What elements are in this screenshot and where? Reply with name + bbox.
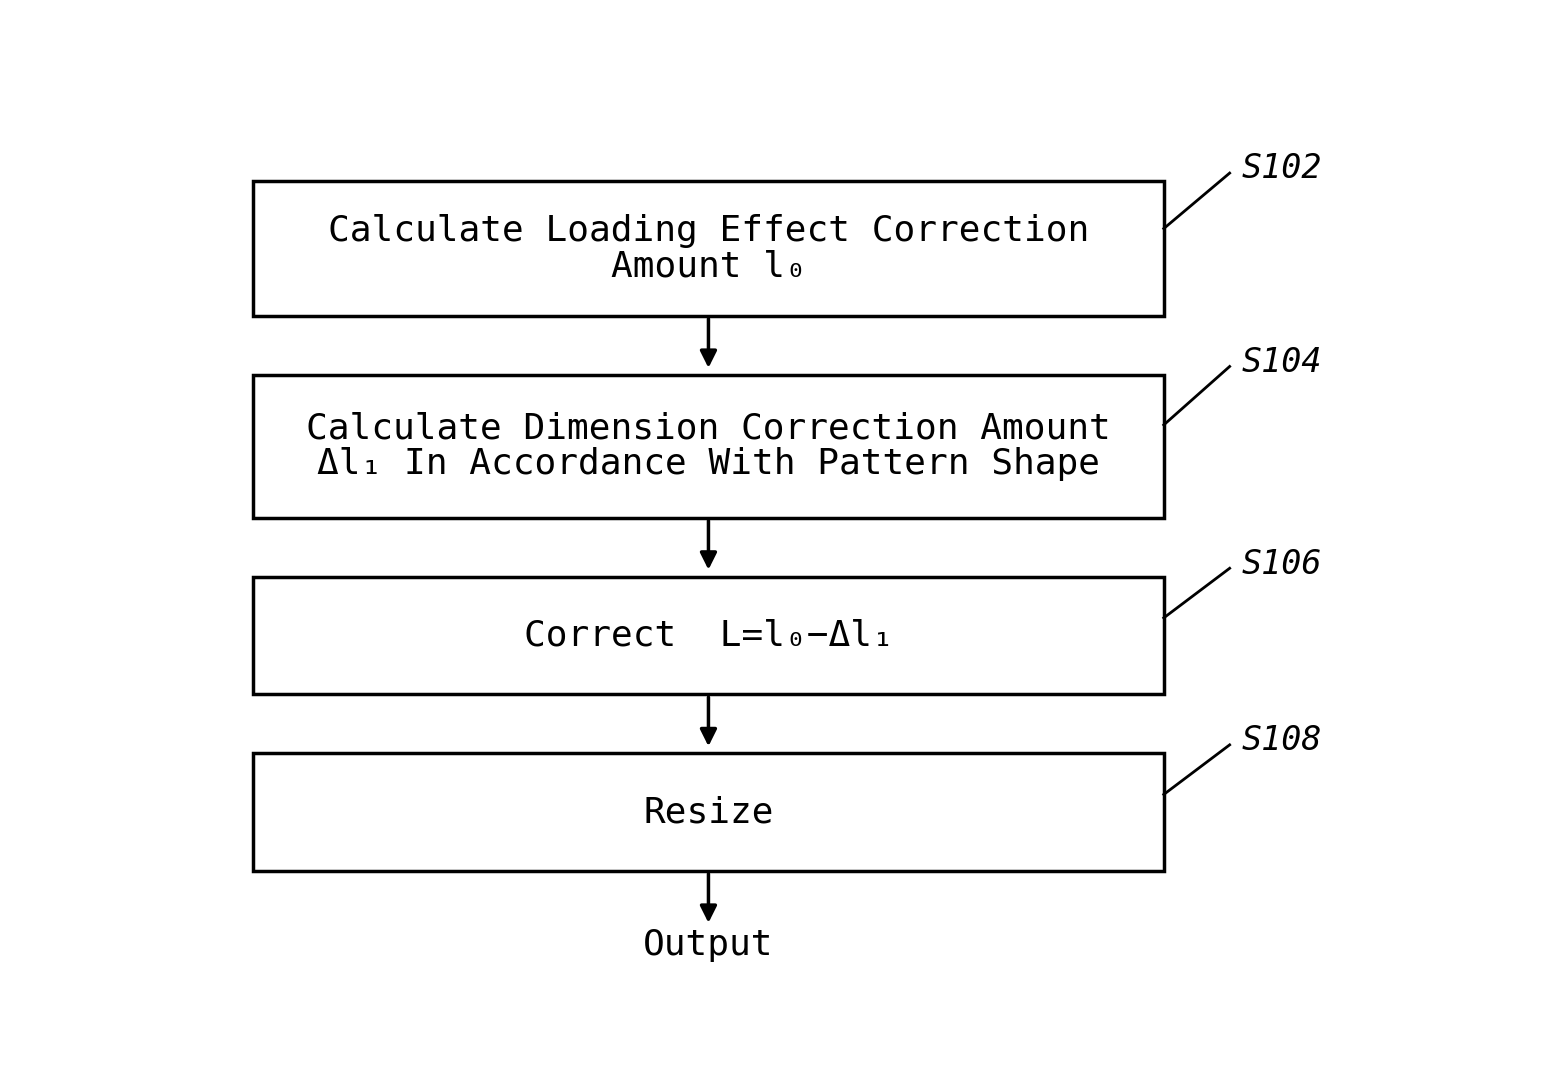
Text: S106: S106: [1241, 547, 1322, 581]
Text: Amount l₀: Amount l₀: [611, 249, 807, 284]
Text: S104: S104: [1241, 346, 1322, 379]
Text: Δl₁ In Accordance With Pattern Shape: Δl₁ In Accordance With Pattern Shape: [317, 447, 1099, 480]
Bar: [254, 375, 1164, 518]
Text: Resize: Resize: [643, 795, 773, 829]
Text: Calculate Dimension Correction Amount: Calculate Dimension Correction Amount: [306, 412, 1112, 446]
Text: Calculate Loading Effect Correction: Calculate Loading Effect Correction: [328, 214, 1088, 248]
Text: S102: S102: [1241, 153, 1322, 186]
Bar: [254, 181, 1164, 316]
Text: S108: S108: [1241, 724, 1322, 757]
Bar: [254, 577, 1164, 695]
Bar: [254, 753, 1164, 871]
Text: Output: Output: [643, 928, 773, 962]
Text: Correct  L=l₀−Δl₁: Correct L=l₀−Δl₁: [524, 618, 894, 653]
